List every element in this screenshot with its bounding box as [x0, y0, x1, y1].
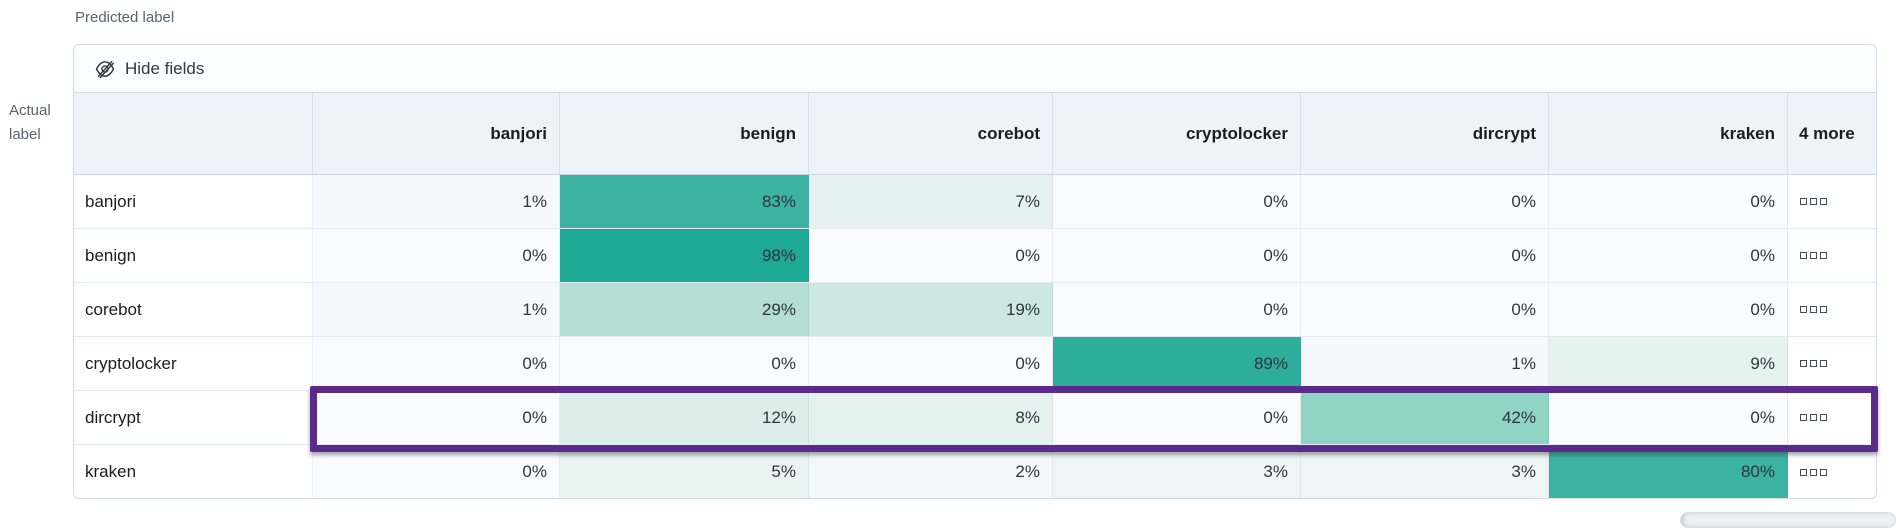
cell-benign-dircrypt[interactable]: 0%: [1301, 229, 1549, 282]
row-label-dircrypt: dircrypt: [74, 391, 313, 444]
column-header-corebot[interactable]: corebot: [809, 93, 1053, 174]
cell-benign-corebot[interactable]: 0%: [809, 229, 1053, 282]
cell-banjori-dircrypt[interactable]: 0%: [1301, 175, 1549, 228]
cell-dircrypt-cryptolocker[interactable]: 0%: [1053, 391, 1301, 444]
matrix-row-kraken: kraken 0% 5% 2% 3% 3% 80%: [74, 445, 1876, 498]
matrix-row-dircrypt: dircrypt 0% 12% 8% 0% 42% 0%: [74, 391, 1876, 445]
hide-fields-label: Hide fields: [125, 58, 205, 78]
cell-corebot-benign[interactable]: 29%: [560, 283, 809, 336]
box-glyph: [1820, 360, 1827, 367]
column-header-kraken[interactable]: kraken: [1549, 93, 1788, 174]
row-label-banjori: banjori: [74, 175, 313, 228]
boxes-horizontal-icon[interactable]: [1788, 175, 1876, 228]
cell-benign-banjori[interactable]: 0%: [313, 229, 560, 282]
cell-dircrypt-dircrypt[interactable]: 42%: [1301, 391, 1549, 444]
column-header-banjori[interactable]: banjori: [313, 93, 560, 174]
cell-dircrypt-corebot[interactable]: 8%: [809, 391, 1053, 444]
row-label-corebot: corebot: [74, 283, 313, 336]
row-label-cryptolocker: cryptolocker: [74, 337, 313, 390]
cell-banjori-benign[interactable]: 83%: [560, 175, 809, 228]
column-header-benign[interactable]: benign: [560, 93, 809, 174]
boxes-horizontal-icon[interactable]: [1788, 229, 1876, 282]
matrix-row-cryptolocker: cryptolocker 0% 0% 0% 89% 1% 9%: [74, 337, 1876, 391]
cell-corebot-dircrypt[interactable]: 0%: [1301, 283, 1549, 336]
matrix-row-banjori: banjori 1% 83% 7% 0% 0% 0%: [74, 175, 1876, 229]
column-header-cryptolocker[interactable]: cryptolocker: [1053, 93, 1301, 174]
cell-benign-benign[interactable]: 98%: [560, 229, 809, 282]
boxes-horizontal-icon[interactable]: [1788, 445, 1876, 498]
boxes-horizontal-icon[interactable]: [1788, 391, 1876, 444]
column-header-dircrypt[interactable]: dircrypt: [1301, 93, 1549, 174]
box-glyph: [1820, 198, 1827, 205]
actual-label-line2: label: [9, 126, 41, 143]
box-glyph: [1820, 252, 1827, 259]
cell-banjori-banjori[interactable]: 1%: [313, 175, 560, 228]
column-header-overflow-4-more[interactable]: 4 more: [1799, 123, 1855, 143]
predicted-label-axis-title: Predicted label: [75, 9, 175, 26]
box-glyph: [1800, 306, 1807, 313]
matrix-row-corebot: corebot 1% 29% 19% 0% 0% 0%: [74, 283, 1876, 337]
actual-label-axis-title: Actual label: [9, 99, 51, 147]
hide-fields-button[interactable]: Hide fields: [74, 45, 1876, 93]
cell-corebot-banjori[interactable]: 1%: [313, 283, 560, 336]
cell-corebot-cryptolocker[interactable]: 0%: [1053, 283, 1301, 336]
cell-dircrypt-banjori[interactable]: 0%: [313, 391, 560, 444]
cell-kraken-benign[interactable]: 5%: [560, 445, 809, 498]
cell-kraken-kraken[interactable]: 80%: [1549, 445, 1788, 498]
box-glyph: [1800, 252, 1807, 259]
confusion-matrix-table: Hide fields banjori benign corebot cryptolo…: [73, 44, 1877, 499]
column-header-row: banjori benign corebot cryptolocker dircrypt…: [74, 93, 1876, 175]
cell-benign-kraken[interactable]: 0%: [1549, 229, 1788, 282]
box-glyph: [1820, 306, 1827, 313]
row-label-benign: benign: [74, 229, 313, 282]
cell-corebot-kraken[interactable]: 0%: [1549, 283, 1788, 336]
boxes-horizontal-icon[interactable]: [1788, 283, 1876, 336]
cell-corebot-corebot[interactable]: 19%: [809, 283, 1053, 336]
box-glyph: [1810, 306, 1817, 313]
box-glyph: [1810, 252, 1817, 259]
cell-cryptolocker-corebot[interactable]: 0%: [809, 337, 1053, 390]
cell-benign-cryptolocker[interactable]: 0%: [1053, 229, 1301, 282]
cell-kraken-corebot[interactable]: 2%: [809, 445, 1053, 498]
matrix-row-benign: benign 0% 98% 0% 0% 0% 0%: [74, 229, 1876, 283]
cell-banjori-cryptolocker[interactable]: 0%: [1053, 175, 1301, 228]
cell-kraken-dircrypt[interactable]: 3%: [1301, 445, 1549, 498]
box-glyph: [1820, 468, 1827, 476]
cell-banjori-corebot[interactable]: 7%: [809, 175, 1053, 228]
cell-dircrypt-kraken[interactable]: 0%: [1549, 391, 1788, 444]
actual-label-line1: Actual: [9, 102, 51, 119]
box-glyph: [1800, 468, 1807, 476]
cell-cryptolocker-benign[interactable]: 0%: [560, 337, 809, 390]
cell-kraken-cryptolocker[interactable]: 3%: [1053, 445, 1301, 498]
cell-cryptolocker-dircrypt[interactable]: 1%: [1301, 337, 1549, 390]
cell-banjori-kraken[interactable]: 0%: [1549, 175, 1788, 228]
box-glyph: [1810, 468, 1817, 476]
box-glyph: [1820, 414, 1827, 421]
corner-header-cell: [74, 93, 313, 174]
box-glyph: [1800, 360, 1807, 367]
cell-cryptolocker-cryptolocker[interactable]: 89%: [1053, 337, 1301, 390]
box-glyph: [1800, 414, 1807, 421]
cell-dircrypt-benign[interactable]: 12%: [560, 391, 809, 444]
cell-cryptolocker-kraken[interactable]: 9%: [1549, 337, 1788, 390]
box-glyph: [1810, 198, 1817, 205]
cell-kraken-banjori[interactable]: 0%: [313, 445, 560, 498]
eye-closed-icon: [95, 59, 115, 79]
box-glyph: [1810, 360, 1817, 367]
box-glyph: [1810, 414, 1817, 421]
box-glyph: [1800, 198, 1807, 205]
horizontal-scrollbar[interactable]: [1680, 512, 1896, 528]
matrix-body: banjori 1% 83% 7% 0% 0% 0% benign 0% 98% 0% 0% 0% 0% c…: [74, 175, 1876, 498]
cell-cryptolocker-banjori[interactable]: 0%: [313, 337, 560, 390]
boxes-horizontal-icon[interactable]: [1788, 337, 1876, 390]
row-label-kraken: kraken: [74, 445, 313, 498]
